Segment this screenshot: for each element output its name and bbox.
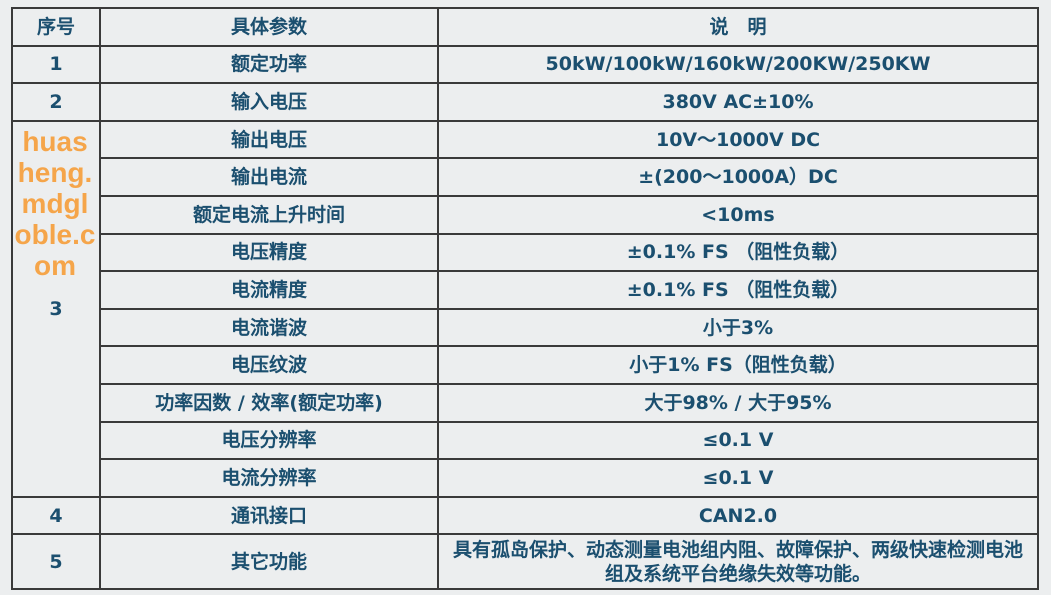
row-desc: ±0.1% FS （阻性负载） [437, 232, 1039, 273]
spec-table: 序号 具体参数 说 明 1 额定功率 50kW/100kW/160kW/200K… [11, 7, 1039, 591]
row-param: 电流分辨率 [99, 458, 439, 498]
watermark: huasheng.mdgloble.com [14, 126, 96, 281]
row-param: 电压精度 [99, 232, 439, 273]
row-index: 5 [11, 533, 101, 591]
row-desc: 具有孤岛保护、动态测量电池组内阻、故障保护、两级快速检测电池组及系统平台绝缘失效… [437, 533, 1039, 591]
table-row: 电压分辨率 ≤0.1 V [12, 420, 1039, 461]
table-row: 电流精度 ±0.1% FS （阻性负载） [12, 270, 1039, 310]
row-desc: 380V AC±10% [437, 82, 1039, 122]
table-row: 5 其它功能 具有孤岛保护、动态测量电池组内阻、故障保护、两级快速检测电池组及系… [11, 533, 1039, 591]
row-param: 额定电流上升时间 [99, 194, 439, 235]
row-param: 额定功率 [99, 44, 439, 85]
row-desc: 小于1% FS（阻性负载） [437, 345, 1039, 385]
table-row: 电压纹波 小于1% FS（阻性负载） [12, 345, 1039, 385]
row-desc: <10ms [437, 194, 1039, 235]
row-desc: 10V～1000V DC [437, 119, 1039, 160]
row-param: 电压分辨率 [99, 420, 439, 461]
table-row: 额定电流上升时间 <10ms [12, 194, 1039, 235]
row-index: 1 [11, 44, 101, 85]
row-desc: ≤0.1 V [437, 420, 1039, 461]
row-param: 功率因数 / 效率(额定功率) [99, 382, 439, 423]
row-desc: 大于98% / 大于95% [437, 382, 1039, 423]
row-param: 输入电压 [99, 82, 439, 122]
table-row: 电流分辨率 ≤0.1 V [12, 458, 1039, 498]
row-param: 电压纹波 [99, 345, 439, 385]
row-param: 电流谐波 [99, 307, 439, 348]
row-index: 4 [11, 495, 101, 536]
table-row: 3 输出电压 10V～1000V DC [11, 119, 1039, 498]
row-index: 3 [11, 119, 101, 498]
table-row: 2 输入电压 380V AC±10% [11, 82, 1039, 122]
row-param: 输出电压 [99, 119, 439, 160]
table-header: 序号 具体参数 说 明 [11, 7, 1039, 47]
table-row: 输出电流 ±(200～1000A）DC [12, 157, 1039, 197]
row-param: 通讯接口 [99, 495, 439, 536]
table-row: 1 额定功率 50kW/100kW/160kW/200KW/250KW [11, 44, 1039, 85]
table-row: 电流谐波 小于3% [12, 307, 1039, 348]
row-desc: CAN2.0 [437, 495, 1039, 536]
header-param: 具体参数 [99, 7, 439, 47]
header-desc: 说 明 [437, 7, 1039, 47]
row-param: 电流精度 [99, 270, 439, 310]
header-index: 序号 [11, 7, 101, 47]
row-desc: ±0.1% FS （阻性负载） [437, 270, 1039, 310]
row-desc: ≤0.1 V [437, 458, 1039, 498]
row-param: 其它功能 [99, 533, 439, 591]
row-index: 2 [11, 82, 101, 122]
row-desc: 50kW/100kW/160kW/200KW/250KW [437, 44, 1039, 85]
table-row: 电压精度 ±0.1% FS （阻性负载） [12, 232, 1039, 273]
table-row: 4 通讯接口 CAN2.0 [11, 495, 1039, 536]
table-row: 功率因数 / 效率(额定功率) 大于98% / 大于95% [12, 382, 1039, 423]
row-param: 输出电流 [99, 157, 439, 197]
row-desc: 小于3% [437, 307, 1039, 348]
row-desc: ±(200～1000A）DC [437, 157, 1039, 197]
